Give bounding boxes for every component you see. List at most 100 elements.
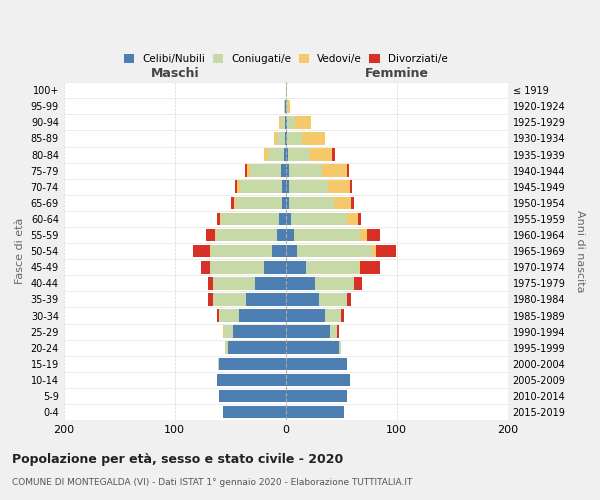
Bar — [289, 164, 322, 177]
Bar — [279, 212, 286, 225]
Bar — [284, 148, 286, 161]
Text: Maschi: Maschi — [151, 66, 199, 80]
Bar — [286, 358, 347, 370]
Bar — [221, 212, 279, 225]
Bar — [350, 180, 352, 193]
Bar — [286, 406, 344, 418]
Bar — [206, 229, 215, 241]
Bar — [250, 164, 281, 177]
Bar — [373, 245, 376, 258]
Bar — [334, 196, 351, 209]
Bar — [217, 309, 219, 322]
Bar — [360, 229, 367, 241]
Bar — [223, 406, 286, 418]
Bar — [288, 148, 310, 161]
Bar — [337, 326, 339, 338]
Bar — [228, 342, 286, 354]
Bar — [219, 358, 286, 370]
Bar — [211, 261, 263, 274]
Bar — [286, 164, 289, 177]
Bar — [255, 277, 286, 289]
Bar — [332, 148, 335, 161]
Bar — [289, 196, 334, 209]
Bar — [302, 132, 325, 145]
Bar — [193, 245, 211, 258]
Bar — [286, 261, 306, 274]
Bar — [224, 326, 233, 338]
Bar — [274, 132, 277, 145]
Bar — [233, 326, 286, 338]
Bar — [217, 212, 220, 225]
Bar — [216, 229, 277, 241]
Bar — [272, 245, 286, 258]
Bar — [288, 100, 290, 112]
Bar — [286, 229, 293, 241]
Bar — [219, 309, 239, 322]
Bar — [286, 196, 289, 209]
Bar — [263, 148, 268, 161]
Bar — [284, 132, 286, 145]
Bar — [236, 196, 283, 209]
Bar — [289, 180, 328, 193]
Bar — [297, 245, 373, 258]
Bar — [360, 261, 380, 274]
Text: Popolazione per età, sesso e stato civile - 2020: Popolazione per età, sesso e stato civil… — [12, 452, 343, 466]
Bar — [286, 132, 287, 145]
Bar — [225, 342, 228, 354]
Bar — [215, 229, 216, 241]
Bar — [322, 164, 347, 177]
Bar — [286, 116, 287, 128]
Bar — [286, 293, 319, 306]
Bar — [268, 148, 284, 161]
Y-axis label: Anni di nascita: Anni di nascita — [575, 210, 585, 292]
Bar — [287, 116, 295, 128]
Bar — [347, 212, 358, 225]
Bar — [247, 164, 250, 177]
Bar — [219, 390, 286, 402]
Bar — [218, 358, 219, 370]
Bar — [235, 180, 237, 193]
Bar — [286, 100, 288, 112]
Bar — [286, 326, 330, 338]
Bar — [314, 277, 353, 289]
Bar — [211, 245, 272, 258]
Bar — [217, 374, 286, 386]
Bar — [306, 261, 359, 274]
Bar — [295, 116, 311, 128]
Bar — [212, 293, 246, 306]
Bar — [208, 277, 212, 289]
Bar — [202, 261, 211, 274]
Bar — [351, 196, 353, 209]
Bar — [284, 100, 286, 112]
Bar — [325, 309, 341, 322]
Bar — [212, 277, 255, 289]
Bar — [286, 277, 314, 289]
Bar — [245, 164, 247, 177]
Bar — [277, 132, 284, 145]
Bar — [284, 116, 286, 128]
Bar — [240, 180, 283, 193]
Bar — [286, 390, 347, 402]
Bar — [279, 116, 281, 128]
Bar — [286, 180, 289, 193]
Bar — [246, 293, 286, 306]
Legend: Celibi/Nubili, Coniugati/e, Vedovi/e, Divorziati/e: Celibi/Nubili, Coniugati/e, Vedovi/e, Di… — [119, 50, 452, 68]
Bar — [347, 293, 351, 306]
Bar — [208, 293, 212, 306]
Bar — [263, 261, 286, 274]
Text: COMUNE DI MONTEGALDA (VI) - Dati ISTAT 1° gennaio 2020 - Elaborazione TUTTITALIA: COMUNE DI MONTEGALDA (VI) - Dati ISTAT 1… — [12, 478, 412, 487]
Bar — [281, 164, 286, 177]
Bar — [310, 148, 332, 161]
Bar — [347, 164, 349, 177]
Bar — [376, 245, 396, 258]
Bar — [277, 229, 286, 241]
Bar — [353, 277, 362, 289]
Bar — [286, 148, 288, 161]
Bar — [293, 229, 360, 241]
Bar — [283, 196, 286, 209]
Bar — [283, 180, 286, 193]
Bar — [341, 309, 344, 322]
Bar — [286, 309, 325, 322]
Y-axis label: Fasce di età: Fasce di età — [15, 218, 25, 284]
Bar — [367, 229, 380, 241]
